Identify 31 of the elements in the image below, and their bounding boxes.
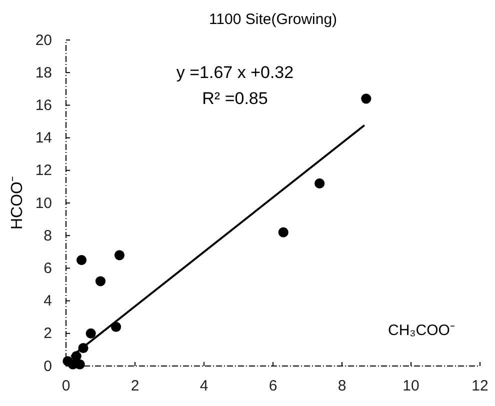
y-tick-label: 20: [35, 32, 52, 49]
y-tick-label: 14: [35, 130, 52, 147]
point: [86, 328, 96, 338]
x-tick-label: 8: [338, 378, 346, 395]
chart-title: 1100 Site(Growing): [208, 11, 338, 28]
x-tick-label: 10: [402, 378, 420, 395]
y-tick-label: 8: [44, 227, 52, 244]
annotation: R² =0.85: [202, 89, 268, 108]
y-tick-label: 0: [44, 358, 52, 375]
point: [314, 178, 325, 188]
point: [76, 255, 87, 266]
y-tick-label: 6: [44, 260, 52, 277]
x-tick-label: 0: [62, 378, 70, 395]
y-axis-title: HCOO⁻: [9, 176, 26, 230]
point: [361, 94, 372, 104]
point: [95, 276, 106, 286]
y-tick-label: 4: [44, 292, 52, 310]
x-tick-label: 12: [472, 378, 488, 395]
y-tick-label: 16: [35, 97, 52, 114]
point: [68, 359, 78, 370]
annotation: y =1.67 x +0.32: [176, 63, 294, 82]
x-axis-title: CH₃COO⁻: [388, 322, 455, 339]
y-tick-label: 18: [35, 64, 52, 82]
point: [114, 250, 125, 260]
x-tick-label: 6: [268, 378, 278, 395]
y-tick-label: 10: [35, 194, 52, 212]
y-tick-label: 12: [35, 162, 52, 180]
y-tick-label: 2: [44, 325, 52, 342]
point: [278, 227, 288, 238]
x-tick-label: 2: [130, 378, 140, 395]
x-tick-label: 4: [200, 378, 208, 395]
